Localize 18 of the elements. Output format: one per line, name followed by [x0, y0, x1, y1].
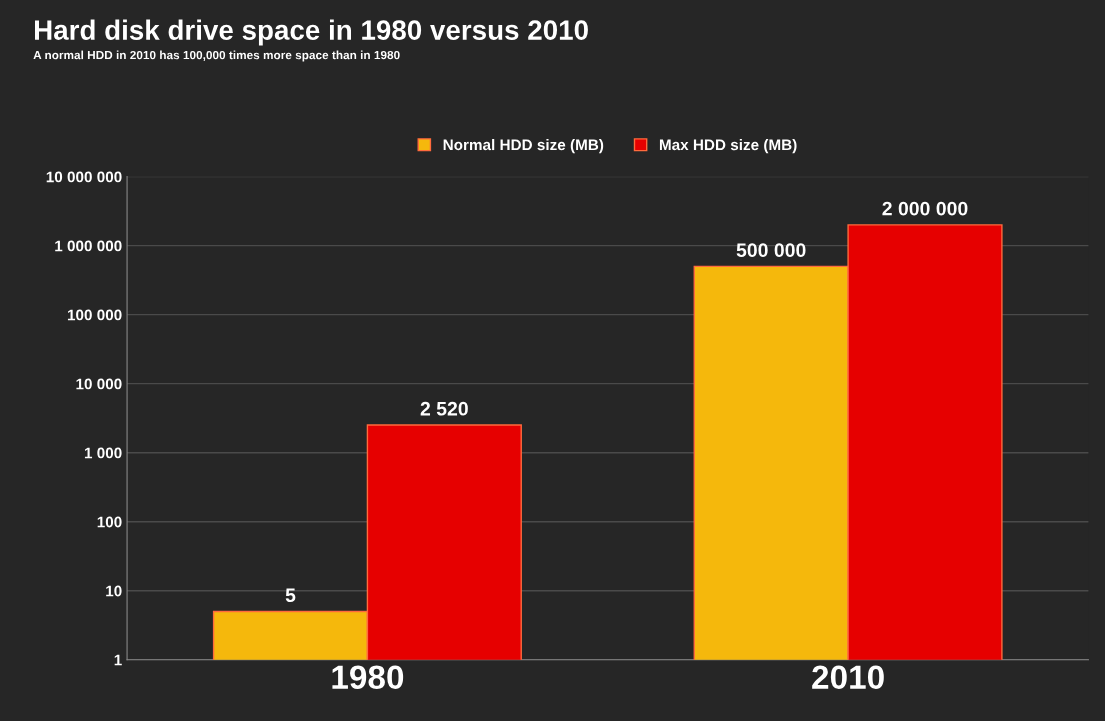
chart-subtitle: A normal HDD in 2010 has 100,000 times more space than in 1980	[33, 50, 400, 62]
y-tick-label: 1 000 000	[55, 240, 122, 252]
y-tick-label: 10 000 000	[46, 171, 122, 183]
data-label: 2 000 000	[882, 201, 968, 216]
legend-label: Normal HDD size (MB)	[443, 138, 604, 154]
y-tick-label: 100	[97, 516, 122, 528]
y-tick-label: 1 000	[84, 447, 122, 459]
data-label: 500 000	[736, 243, 806, 258]
data-label: 2 520	[420, 401, 468, 416]
y-tick-label: 100 000	[67, 309, 122, 321]
chart-title: Hard disk drive space in 1980 versus 2010	[35, 19, 588, 46]
legend-label: Max HDD size (MB)	[659, 138, 797, 154]
x-tick-label: 2010	[812, 665, 884, 690]
y-tick-label: 10 000	[76, 378, 122, 390]
y-tick-label: 1	[114, 654, 122, 666]
data-label: 5	[285, 588, 296, 603]
y-tick-label: 10	[106, 585, 122, 597]
x-tick-label: 1980	[332, 665, 404, 690]
